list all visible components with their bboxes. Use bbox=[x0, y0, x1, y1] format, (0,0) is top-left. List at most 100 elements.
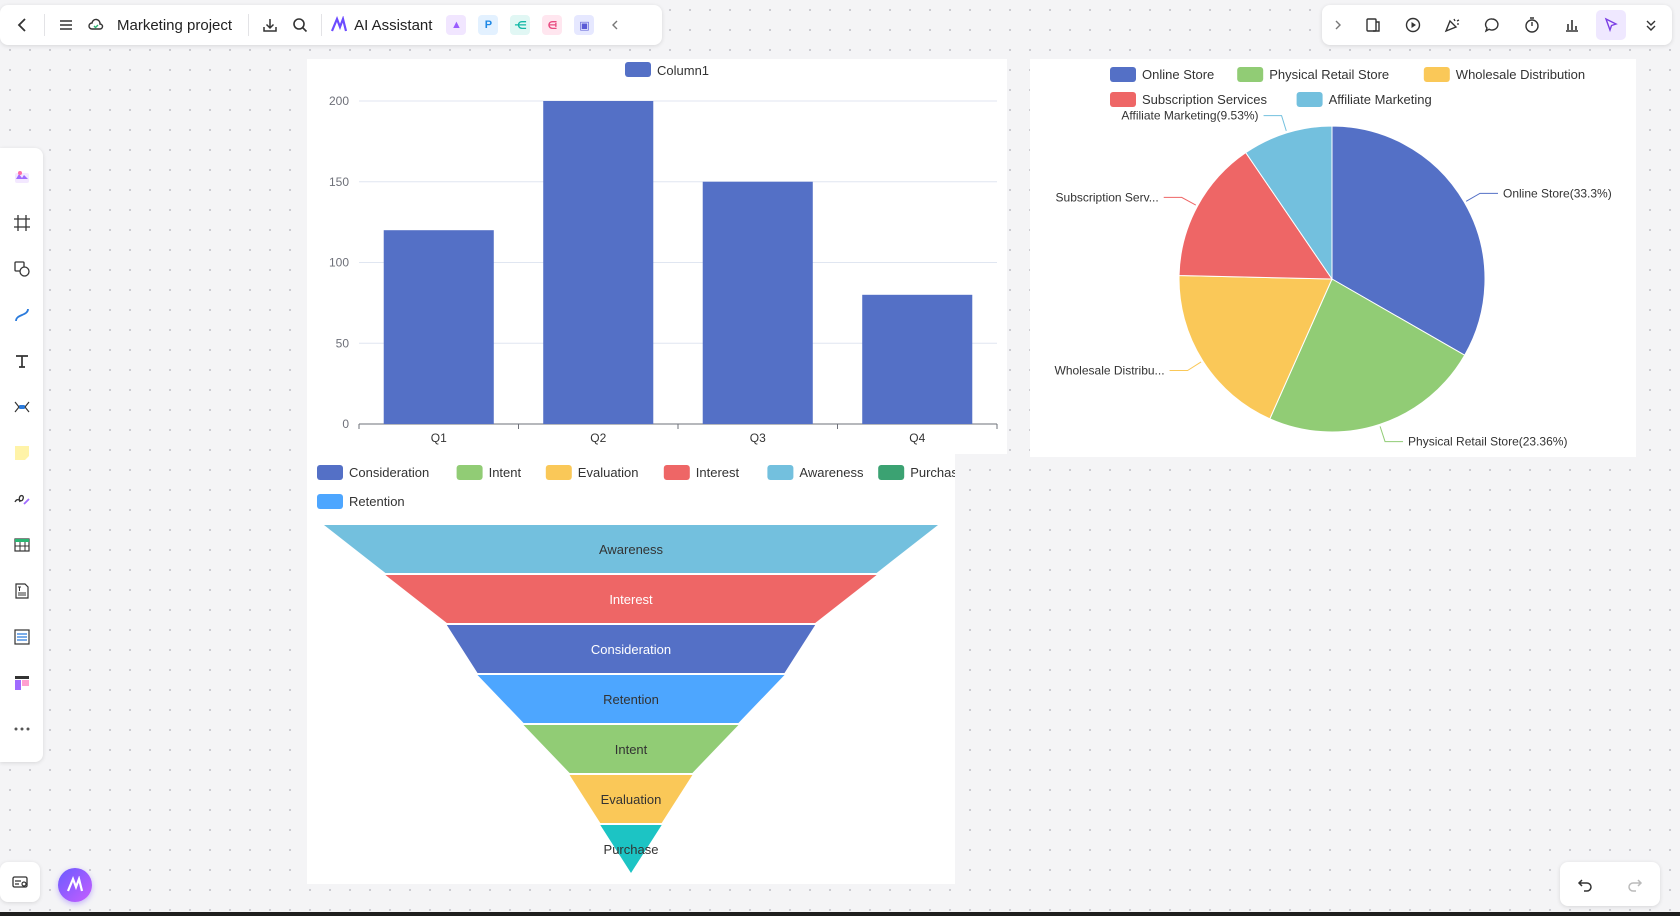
download-icon[interactable] bbox=[255, 10, 285, 40]
redo-icon[interactable] bbox=[1620, 869, 1650, 899]
mindmap-app-icon[interactable]: ⋲ bbox=[510, 15, 531, 35]
p-app-icon[interactable]: P bbox=[478, 15, 499, 35]
bar-chart-panel[interactable]: Column1 0 50 100 150 200 Q1 Q2 Q3 Q4 bbox=[307, 59, 1007, 454]
legend-label: Awareness bbox=[799, 465, 864, 480]
ai-assistant-bubble-icon[interactable] bbox=[58, 868, 92, 902]
y-tick-label: 200 bbox=[329, 94, 349, 108]
pie-label: Affiliate Marketing(9.53%) bbox=[1121, 109, 1258, 123]
pie-chart-panel[interactable]: Online Store Physical Retail Store Wholesa… bbox=[1030, 59, 1636, 457]
celebrate-icon[interactable] bbox=[1437, 10, 1467, 40]
x-tick-label: Q3 bbox=[750, 431, 766, 445]
y-tick-label: 100 bbox=[329, 256, 349, 270]
legend-label: Subscription Services bbox=[1142, 92, 1267, 107]
pen-icon[interactable] bbox=[7, 484, 37, 514]
top-right-toolbar bbox=[1322, 5, 1672, 45]
funnel-stage-consideration bbox=[446, 625, 816, 673]
y-tick-label: 50 bbox=[336, 336, 350, 350]
pie-slice-online-store bbox=[1331, 125, 1486, 356]
pie-label-line bbox=[1263, 115, 1287, 132]
more-icon[interactable] bbox=[1636, 10, 1666, 40]
x-tick-label: Q1 bbox=[431, 431, 447, 445]
search-icon[interactable] bbox=[285, 10, 315, 40]
project-name[interactable]: Marketing project bbox=[117, 16, 233, 34]
legend-swatch bbox=[317, 494, 343, 509]
bar-q1 bbox=[383, 230, 494, 424]
frame-icon[interactable] bbox=[7, 208, 37, 238]
play-icon[interactable] bbox=[1398, 10, 1428, 40]
funnel-label: Consideration bbox=[591, 642, 671, 657]
legend-swatch bbox=[1296, 92, 1323, 107]
ai-assistant-label[interactable]: AI Assistant bbox=[354, 16, 433, 34]
map-settings-icon[interactable] bbox=[5, 867, 35, 897]
legend-label: Column1 bbox=[657, 63, 709, 78]
legend-swatch bbox=[878, 465, 905, 480]
expand-icon[interactable] bbox=[1328, 10, 1348, 40]
comment-icon[interactable] bbox=[1477, 10, 1507, 40]
image-app-icon[interactable]: ▲ bbox=[446, 15, 467, 35]
legend-swatch bbox=[1110, 67, 1136, 82]
pie-label: Subscription Serv... bbox=[1056, 190, 1159, 204]
funnel-stage-evaluation bbox=[569, 775, 693, 823]
funnel-stage-retention bbox=[477, 675, 785, 723]
pie-label: Physical Retail Store(23.36%) bbox=[1408, 435, 1567, 449]
templates-icon[interactable] bbox=[7, 162, 37, 192]
legend-label: Intent bbox=[489, 465, 522, 480]
bar-q3 bbox=[702, 181, 813, 424]
bar-q2 bbox=[543, 101, 654, 424]
timer-icon[interactable] bbox=[1517, 10, 1547, 40]
bottom-left-toolbar bbox=[0, 862, 40, 902]
layout-icon[interactable] bbox=[7, 668, 37, 698]
bottom-edge bbox=[0, 912, 1680, 916]
top-left-toolbar: Marketing project AI Assistant ▲ P ⋲ ⋳ ▣ bbox=[0, 5, 662, 45]
text-box-icon[interactable] bbox=[7, 576, 37, 606]
funnel-label: Purchase bbox=[604, 842, 659, 857]
divider bbox=[44, 14, 45, 36]
undo-icon[interactable] bbox=[1570, 869, 1600, 899]
template-icon[interactable] bbox=[1358, 10, 1388, 40]
funnel-chart-panel[interactable]: Consideration Intent Evaluation Interest Awa… bbox=[307, 454, 965, 884]
chat-app-icon[interactable]: ▣ bbox=[574, 15, 595, 35]
connector-icon[interactable] bbox=[7, 300, 37, 330]
legend-swatch bbox=[1237, 67, 1264, 82]
x-tick-label: Q4 bbox=[909, 431, 925, 445]
legend-label: Online Store bbox=[1142, 67, 1214, 82]
legend-swatch bbox=[625, 62, 651, 77]
select-icon[interactable] bbox=[1596, 10, 1627, 40]
ai-logo-icon[interactable] bbox=[328, 10, 350, 40]
legend-label: Retention bbox=[349, 494, 405, 509]
chart-icon[interactable] bbox=[1557, 10, 1587, 40]
pie-slice-wholesale-distribution bbox=[1178, 275, 1333, 420]
more-tools-icon[interactable] bbox=[7, 714, 37, 744]
mindmap-icon[interactable] bbox=[7, 392, 37, 422]
menu-icon[interactable] bbox=[51, 10, 81, 40]
shape-icon[interactable] bbox=[7, 254, 37, 284]
text-icon[interactable] bbox=[7, 346, 37, 376]
legend-label: Interest bbox=[696, 465, 740, 480]
list-icon[interactable] bbox=[7, 622, 37, 652]
collapse-icon[interactable] bbox=[600, 10, 630, 40]
funnel-label: Interest bbox=[609, 592, 653, 607]
funnel-label: Intent bbox=[615, 742, 648, 757]
x-tick-label: Q2 bbox=[590, 431, 606, 445]
flow-app-icon[interactable]: ⋳ bbox=[542, 15, 563, 35]
legend-swatch bbox=[1110, 92, 1136, 107]
legend-label: Physical Retail Store bbox=[1269, 67, 1389, 82]
sticky-note-icon[interactable] bbox=[7, 438, 37, 468]
legend-swatch bbox=[545, 465, 572, 480]
y-tick-label: 150 bbox=[329, 175, 349, 189]
back-icon[interactable] bbox=[8, 10, 38, 40]
funnel-stage-purchase bbox=[600, 825, 662, 873]
funnel-chart: Consideration Intent Evaluation Interest Awa… bbox=[317, 465, 965, 873]
pie-label-line bbox=[1163, 196, 1197, 206]
legend-swatch bbox=[1423, 67, 1450, 82]
legend-swatch bbox=[456, 465, 483, 480]
funnel-stage-intent bbox=[523, 725, 739, 773]
pie-label: Wholesale Distribu... bbox=[1055, 364, 1165, 378]
table-icon[interactable] bbox=[7, 530, 37, 560]
legend-label: Evaluation bbox=[578, 465, 639, 480]
pie-chart: Online Store Physical Retail Store Wholesa… bbox=[1055, 67, 1612, 449]
cloud-sync-icon bbox=[81, 10, 111, 40]
legend-label: Affiliate Marketing bbox=[1329, 92, 1432, 107]
funnel-label: Awareness bbox=[599, 542, 664, 557]
legend-label: Consideration bbox=[349, 465, 429, 480]
